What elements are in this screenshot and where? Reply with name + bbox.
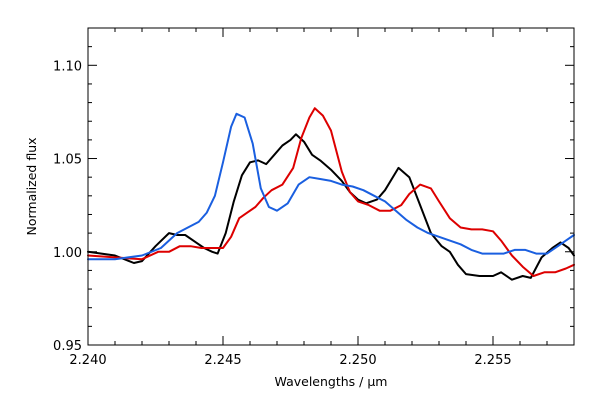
y-tick-label: 1.00 bbox=[53, 246, 82, 261]
series-line-1 bbox=[87, 133, 575, 281]
y-axis-title: Normalized flux bbox=[24, 137, 39, 235]
axis-ticks bbox=[87, 27, 575, 346]
x-tick-label: 2.245 bbox=[204, 353, 241, 368]
y-tick-label: 1.05 bbox=[53, 153, 82, 168]
tick-labels: 2.240 2.245 2.250 2.255 0.95 1.00 1.05 1.10 bbox=[53, 59, 512, 368]
y-tick-label: 0.95 bbox=[53, 339, 82, 354]
x-axis-title: Wavelengths / μm bbox=[275, 374, 388, 389]
x-tick-label: 2.255 bbox=[474, 353, 511, 368]
series-line-2 bbox=[87, 107, 575, 277]
series-layer bbox=[87, 107, 575, 281]
x-tick-label: 2.240 bbox=[69, 353, 106, 368]
y-tick-label: 1.10 bbox=[53, 59, 82, 74]
series-line-3 bbox=[87, 112, 575, 261]
x-tick-label: 2.250 bbox=[339, 353, 376, 368]
plot-frame bbox=[87, 27, 575, 346]
